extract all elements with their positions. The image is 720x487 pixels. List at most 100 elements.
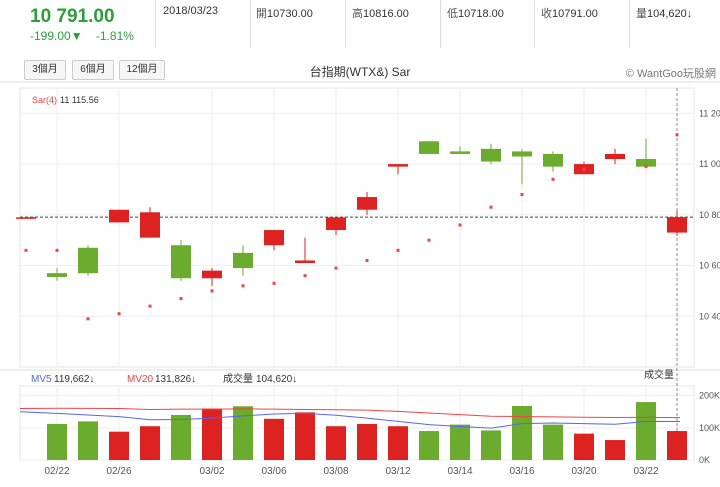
candle-body xyxy=(16,217,36,219)
sar-dot xyxy=(675,133,679,137)
change-value: -199.00▼ xyxy=(30,29,83,43)
sar-dot xyxy=(582,167,586,171)
quote-close: 收10791.00 xyxy=(541,8,598,20)
sar-dot xyxy=(55,248,59,252)
divider xyxy=(629,0,630,48)
volume-bar xyxy=(419,431,439,460)
ma5-line xyxy=(19,411,681,429)
sar-dot xyxy=(489,205,493,209)
divider xyxy=(534,0,535,48)
volume-bar xyxy=(202,408,222,460)
sar-dot xyxy=(458,223,462,227)
volume-now-label: 成交量 xyxy=(223,372,253,385)
candle-body xyxy=(450,151,470,154)
candle-body xyxy=(605,153,625,160)
divider xyxy=(155,0,156,48)
candle-body xyxy=(233,252,253,269)
sar-value: 11 115.56 xyxy=(60,95,99,105)
x-tick-label: 03/22 xyxy=(633,466,658,477)
volume-bar xyxy=(667,431,687,460)
candle-body xyxy=(264,230,284,246)
ma20-line xyxy=(19,407,681,419)
divider xyxy=(440,0,441,48)
sar-dot xyxy=(644,165,648,169)
volume-bar xyxy=(481,430,501,460)
volume-bar xyxy=(388,426,408,460)
y-tick-label: 10 400 xyxy=(699,311,720,321)
volume-bar xyxy=(450,424,470,460)
quote-volume: 量104,620↓ xyxy=(636,8,693,20)
last-price: 10 791.00 xyxy=(30,6,115,27)
quote-open: 開10730.00 xyxy=(256,8,313,20)
volume-bar xyxy=(78,421,98,460)
sar-dot xyxy=(334,266,338,270)
volume-tick-label: 100K xyxy=(699,423,720,433)
candle-body xyxy=(419,141,439,154)
x-tick-label: 03/08 xyxy=(323,466,348,477)
range-6m-button[interactable]: 6個月 xyxy=(72,60,114,80)
volume-bar xyxy=(636,402,656,460)
volume-bar xyxy=(512,405,532,460)
ma5-label: MV5 xyxy=(31,374,52,385)
sar-dot xyxy=(520,193,524,197)
sar-dot xyxy=(365,258,369,262)
candle-body xyxy=(543,153,563,167)
sar-dot xyxy=(241,284,245,288)
volume-tick-label: 200K xyxy=(699,391,720,401)
quote-high: 高10816.00 xyxy=(352,8,409,20)
x-tick-label: 03/14 xyxy=(447,466,472,477)
ma5-value: 119,662↓ xyxy=(54,374,94,385)
y-tick-label: 11 000 xyxy=(699,159,720,169)
volume-now-value: 104,620↓ xyxy=(256,374,297,385)
sar-dot xyxy=(179,297,183,301)
sar-dot xyxy=(396,248,400,252)
price-change: -199.00▼ -1.81% xyxy=(30,29,144,43)
x-tick-label: 03/06 xyxy=(261,466,286,477)
quote-header: 10 791.00 -199.00▼ -1.81% 2018/03/23 開10… xyxy=(0,0,720,50)
sar-dot xyxy=(117,312,121,316)
ma20-label: MV20 xyxy=(127,374,154,385)
sar-dot xyxy=(210,289,214,293)
sar-dot xyxy=(272,281,276,285)
volume-bar xyxy=(295,412,315,460)
candle-body xyxy=(47,273,67,277)
divider xyxy=(345,0,346,48)
x-tick-label: 03/20 xyxy=(571,466,596,477)
sar-dot xyxy=(427,238,431,242)
volume-bar xyxy=(47,423,67,460)
sar-dot xyxy=(86,317,90,321)
y-tick-label: 10 600 xyxy=(699,261,720,271)
volume-bar xyxy=(264,418,284,460)
candle-body xyxy=(512,151,532,157)
candle-body xyxy=(481,148,501,162)
change-percent: -1.81% xyxy=(95,29,134,43)
sar-dot xyxy=(148,304,152,308)
range-12m-button[interactable]: 12個月 xyxy=(119,60,165,80)
sar-dot xyxy=(24,248,28,252)
x-tick-label: 03/16 xyxy=(509,466,534,477)
candle-body xyxy=(109,209,129,223)
price-plot-area xyxy=(19,87,695,368)
candle-body xyxy=(357,197,377,210)
candle-body xyxy=(78,247,98,274)
volume-bar xyxy=(543,424,563,460)
candle-body xyxy=(388,164,408,167)
x-tick-label: 03/12 xyxy=(385,466,410,477)
y-tick-label: 10 800 xyxy=(699,210,720,220)
chart-title: 台指期(WTX&) Sar xyxy=(309,65,411,79)
candle-body xyxy=(636,159,656,167)
sar-dot xyxy=(551,177,555,181)
divider xyxy=(250,0,251,48)
volume-bar xyxy=(326,426,346,460)
x-tick-label: 02/26 xyxy=(106,466,131,477)
range-3m-button[interactable]: 3個月 xyxy=(24,60,66,80)
x-tick-label: 02/22 xyxy=(44,466,69,477)
candle-body xyxy=(171,245,191,279)
y-tick-label: 11 200 xyxy=(699,108,720,118)
candle-body xyxy=(667,217,687,233)
volume-bar xyxy=(109,431,129,460)
volume-bar xyxy=(357,423,377,460)
sar-dot xyxy=(303,274,307,278)
candle-body xyxy=(140,212,160,238)
